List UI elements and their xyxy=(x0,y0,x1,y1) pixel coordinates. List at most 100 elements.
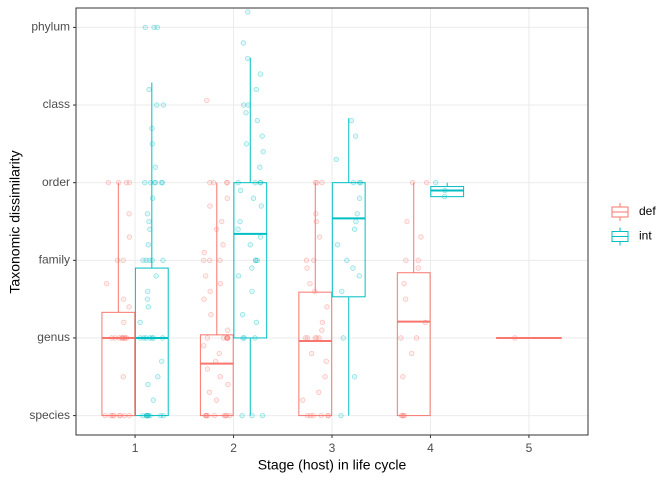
data-point xyxy=(249,412,255,419)
data-point xyxy=(316,234,323,240)
data-point xyxy=(257,164,263,170)
data-point xyxy=(145,304,151,310)
box xyxy=(134,267,169,417)
data-point xyxy=(142,24,148,31)
data-point xyxy=(203,273,209,279)
data-point xyxy=(239,412,245,419)
data-point xyxy=(243,110,249,116)
data-point xyxy=(316,389,322,395)
y-tick-label: phylum xyxy=(31,20,70,34)
data-point xyxy=(105,180,112,186)
data-point xyxy=(241,102,247,108)
data-point xyxy=(204,97,210,104)
y-axis-title: Taxonomic dissimilarity xyxy=(7,150,23,293)
data-point xyxy=(207,180,213,186)
y-tick-label: family xyxy=(39,252,70,266)
data-point xyxy=(403,257,409,263)
data-point xyxy=(402,296,409,302)
data-point xyxy=(217,257,223,263)
data-point xyxy=(224,335,231,341)
data-point xyxy=(153,273,159,279)
data-point xyxy=(201,257,207,263)
data-point xyxy=(433,180,439,186)
legend-label: int xyxy=(639,229,652,243)
data-point xyxy=(146,86,152,93)
data-point xyxy=(152,164,158,170)
data-point xyxy=(207,288,213,295)
data-point xyxy=(354,211,360,217)
data-point xyxy=(344,257,350,263)
data-point xyxy=(160,257,166,263)
data-point xyxy=(237,218,243,225)
data-point xyxy=(208,312,214,318)
data-point xyxy=(217,280,224,287)
box xyxy=(233,182,268,339)
data-point xyxy=(224,335,230,341)
data-point xyxy=(415,257,421,263)
data-point xyxy=(259,133,265,139)
data-point xyxy=(348,117,355,124)
data-point xyxy=(254,117,260,124)
data-point xyxy=(244,55,251,62)
data-point xyxy=(213,397,220,403)
data-point xyxy=(424,180,430,186)
legend: def int xyxy=(611,203,656,246)
data-point xyxy=(207,257,213,263)
data-point xyxy=(243,141,250,147)
x-tick-label: 3 xyxy=(329,441,336,455)
data-point xyxy=(303,335,309,341)
y-tick-label: class xyxy=(43,97,70,111)
data-point xyxy=(154,102,160,108)
x-tick-label: 1 xyxy=(132,441,139,455)
data-point xyxy=(204,335,210,341)
data-point xyxy=(254,257,260,263)
data-point xyxy=(313,218,320,225)
data-point xyxy=(404,218,410,225)
data-point xyxy=(258,203,264,209)
data-point xyxy=(245,9,251,15)
data-point xyxy=(400,374,406,380)
data-point xyxy=(145,242,151,248)
data-point xyxy=(137,319,143,326)
box xyxy=(331,182,366,298)
data-point xyxy=(224,195,230,201)
data-point xyxy=(145,288,151,295)
marks xyxy=(101,9,562,419)
data-point xyxy=(159,180,166,186)
x-axis-title: Stage (host) in life cycle xyxy=(258,457,407,473)
box xyxy=(396,272,431,417)
data-point xyxy=(210,180,217,186)
data-point xyxy=(252,257,259,263)
data-point xyxy=(247,242,253,248)
data-point xyxy=(319,327,325,333)
data-point xyxy=(235,273,242,279)
data-point xyxy=(224,180,230,186)
data-point xyxy=(224,335,230,341)
data-point xyxy=(204,366,211,372)
data-point xyxy=(217,374,223,380)
data-point xyxy=(350,265,356,271)
data-point xyxy=(353,218,359,225)
data-point xyxy=(121,319,127,326)
y-tick-label: order xyxy=(42,175,70,189)
data-point xyxy=(150,397,156,403)
data-point xyxy=(160,102,167,108)
data-point xyxy=(201,343,207,349)
x-tick-label: 4 xyxy=(427,441,434,455)
data-point xyxy=(224,180,230,186)
data-point xyxy=(398,335,404,341)
data-point xyxy=(144,296,151,302)
data-point xyxy=(253,319,260,326)
data-point xyxy=(418,234,424,240)
data-point xyxy=(123,180,130,186)
data-point xyxy=(114,257,121,263)
data-point xyxy=(220,242,226,248)
data-point xyxy=(352,133,359,139)
data-point xyxy=(304,265,310,271)
data-point xyxy=(309,350,315,357)
data-point xyxy=(257,71,263,77)
data-point xyxy=(224,335,230,341)
data-point xyxy=(240,40,246,46)
x-tick-label: 5 xyxy=(526,441,533,455)
